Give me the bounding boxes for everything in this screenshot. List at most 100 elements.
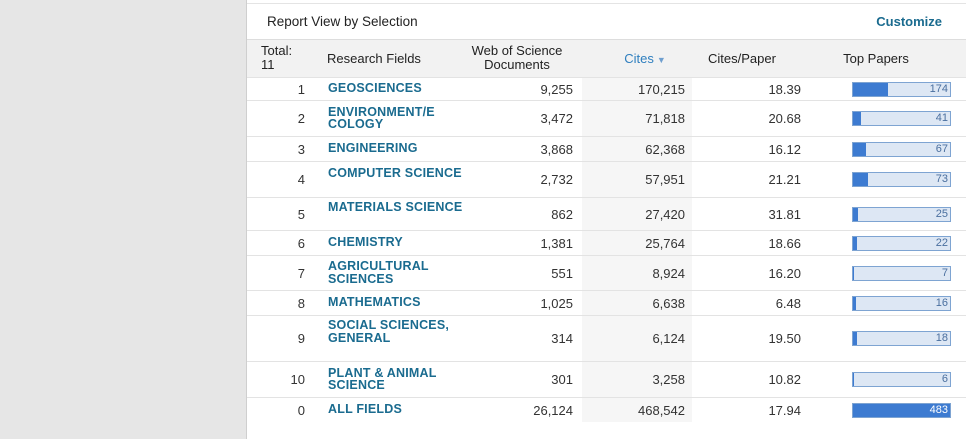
top-papers-bar-fill [853, 266, 855, 280]
cites-per-paper-value: 10.82 [768, 372, 801, 387]
wos-documents-value: 26,124 [533, 402, 573, 418]
table-row: 2 ENVIRONMENT/E COLOGY 3,472 71,818 20.68 41 [247, 100, 966, 137]
research-field-link[interactable]: ENVIRONMENT/E COLOGY [328, 104, 435, 131]
top-papers-bar-fill [853, 112, 862, 125]
top-papers-bar[interactable]: 18 [852, 331, 951, 346]
top-papers-bar[interactable]: 41 [852, 111, 951, 126]
top-papers-value: 67 [935, 142, 948, 155]
top-papers-bar[interactable]: 22 [852, 235, 951, 251]
row-rank: 3 [297, 141, 305, 157]
research-field-link[interactable]: AGRICULTURAL SCIENCES [328, 259, 429, 286]
wos-documents-value: 9,255 [540, 81, 573, 97]
table-row: 7 AGRICULTURAL SCIENCES 551 8,924 16.20 7 [247, 255, 966, 291]
top-papers-bar[interactable]: 174 [852, 81, 951, 97]
wos-documents-value: 1,381 [540, 235, 573, 251]
row-rank: 0 [297, 402, 305, 418]
top-papers-bar[interactable]: 483 [852, 402, 951, 418]
cites-value: 57,951 [645, 172, 685, 187]
top-papers-value: 41 [935, 112, 948, 124]
top-papers-bar-fill [853, 373, 855, 386]
cites-header[interactable]: Cites ▼ [605, 52, 685, 67]
top-papers-value: 25 [935, 207, 948, 220]
cites-value: 25,764 [645, 235, 685, 251]
cites-header-label: Cites [624, 51, 654, 66]
wos-documents-value: 314 [551, 331, 573, 346]
row-rank: 9 [297, 331, 305, 346]
cites-per-paper-value: 20.68 [768, 111, 801, 126]
wos-documents-value: 551 [551, 265, 573, 281]
row-rank: 1 [297, 81, 305, 97]
research-field-link[interactable]: CHEMISTRY [328, 235, 403, 250]
report-title: Report View by Selection [267, 14, 418, 29]
total-label: Total: [261, 43, 293, 58]
research-field-link[interactable]: ALL FIELDS [328, 402, 402, 417]
table-row: 6 CHEMISTRY 1,381 25,764 18.66 22 [247, 230, 966, 256]
row-rank: 2 [297, 111, 305, 126]
wos-documents-value: 862 [551, 206, 573, 222]
cites-per-paper-value: 16.20 [768, 265, 801, 281]
top-papers-value: 483 [929, 403, 948, 416]
wos-documents-header-line1: Web of Science [471, 43, 563, 58]
customize-link[interactable]: Customize [876, 14, 942, 29]
cites-per-paper-value: 18.39 [768, 81, 801, 97]
table-row: 10 PLANT & ANIMAL SCIENCE 301 3,258 10.82 6 [247, 361, 966, 398]
top-papers-bar-fill [853, 332, 857, 345]
table-row: 4 COMPUTER SCIENCE 2,732 57,951 21.21 73 [247, 161, 966, 198]
top-papers-value: 174 [929, 82, 948, 95]
top-papers-bar-fill [853, 207, 859, 221]
top-papers-bar-fill [853, 403, 950, 417]
research-field-link[interactable]: MATHEMATICS [328, 295, 421, 310]
cites-value: 27,420 [645, 206, 685, 222]
row-rank: 6 [297, 235, 305, 251]
table-header [247, 39, 966, 78]
row-rank: 5 [297, 206, 305, 222]
top-papers-value: 18 [935, 332, 948, 344]
top-papers-bar[interactable]: 6 [852, 372, 951, 387]
cites-value: 71,818 [645, 111, 685, 126]
research-field-link[interactable]: GEOSCIENCES [328, 81, 422, 96]
top-papers-value: 6 [941, 373, 948, 385]
cites-column-shade [582, 77, 692, 422]
top-papers-value: 16 [935, 296, 948, 309]
wos-documents-value: 3,472 [540, 111, 573, 126]
cites-per-paper-value: 18.66 [768, 235, 801, 251]
top-papers-header: Top Papers [843, 51, 909, 66]
cites-value: 62,368 [645, 141, 685, 157]
top-papers-bar-fill [853, 236, 858, 250]
row-rank: 4 [297, 172, 305, 187]
cites-per-paper-value: 16.12 [768, 141, 801, 157]
wos-documents-value: 301 [551, 372, 573, 387]
cites-value: 6,638 [652, 295, 685, 311]
research-field-link[interactable]: COMPUTER SCIENCE [328, 165, 462, 180]
cites-value: 6,124 [652, 331, 685, 346]
top-papers-bar[interactable]: 16 [852, 295, 951, 311]
research-field-link[interactable]: MATERIALS SCIENCE [328, 200, 463, 214]
research-field-link[interactable]: ENGINEERING [328, 141, 418, 156]
top-papers-bar[interactable]: 67 [852, 141, 951, 157]
top-divider [247, 3, 966, 4]
top-papers-bar[interactable]: 25 [852, 206, 951, 222]
cites-per-paper-value: 31.81 [768, 206, 801, 222]
report-panel: Report View by Selection Customize Total… [246, 0, 966, 439]
table-row: 3 ENGINEERING 3,868 62,368 16.12 67 [247, 136, 966, 162]
wos-documents-header-line2: Documents [484, 57, 550, 72]
top-papers-value: 7 [941, 266, 948, 279]
top-papers-bar[interactable]: 7 [852, 265, 951, 281]
table-row: 5 MATERIALS SCIENCE 862 27,420 31.81 25 [247, 197, 966, 231]
table-row: 1 GEOSCIENCES 9,255 170,215 18.39 174 [247, 77, 966, 101]
research-field-link[interactable]: PLANT & ANIMAL SCIENCE [328, 365, 437, 392]
row-rank: 10 [290, 372, 305, 387]
top-papers-bar[interactable]: 73 [852, 172, 951, 187]
cites-per-paper-value: 21.21 [768, 172, 801, 187]
cites-per-paper-header: Cites/Paper [708, 51, 776, 66]
wos-documents-header: Web of Science Documents [452, 44, 582, 72]
research-field-link[interactable]: SOCIAL SCIENCES, GENERAL [328, 318, 450, 345]
cites-value: 468,542 [638, 402, 685, 418]
top-papers-bar-fill [853, 82, 888, 96]
cites-per-paper-value: 17.94 [768, 402, 801, 418]
row-rank: 8 [297, 295, 305, 311]
top-papers-bar-fill [853, 296, 857, 310]
cites-per-paper-value: 19.50 [768, 331, 801, 346]
top-papers-value: 22 [935, 236, 948, 249]
top-papers-bar-fill [853, 142, 867, 156]
